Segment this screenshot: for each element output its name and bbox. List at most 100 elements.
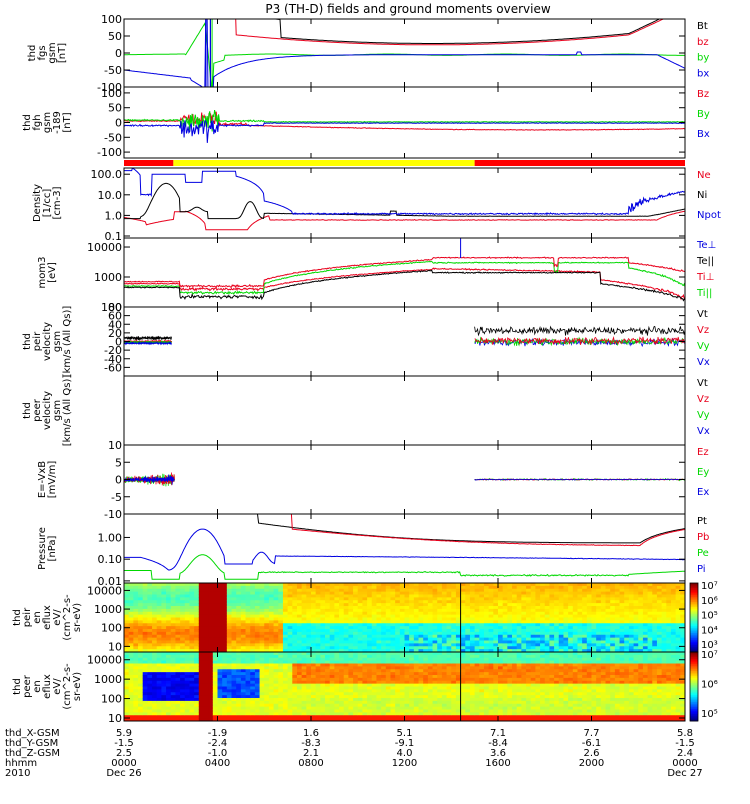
peir_spec-cell xyxy=(241,586,246,589)
peer_spec-cell xyxy=(362,715,367,718)
peir_spec-cell xyxy=(577,629,582,632)
peir_spec-cell xyxy=(372,620,377,623)
peir_spec-cell xyxy=(405,629,410,632)
peer_spec-cell xyxy=(250,704,255,707)
peir_spec-cell xyxy=(208,632,213,635)
peir_spec-cell xyxy=(395,615,400,618)
peir_spec-cell xyxy=(638,600,643,603)
peir_spec-cell xyxy=(129,641,134,644)
peer_spec-cell xyxy=(232,666,237,669)
peer_spec-cell xyxy=(414,707,419,710)
peir_spec-cell xyxy=(638,635,643,638)
peir_spec-cell xyxy=(339,635,344,638)
peir_spec-cell xyxy=(227,646,232,649)
peer_spec-cell xyxy=(437,698,442,701)
peir_spec-cell xyxy=(264,597,269,600)
peir_spec-cell xyxy=(236,609,241,612)
peir_spec-cell xyxy=(606,635,611,638)
peir_spec-cell xyxy=(213,597,218,600)
peer_spec-cell xyxy=(348,698,353,701)
peer_spec-cell xyxy=(194,687,199,690)
peer_spec-cell xyxy=(166,707,171,710)
peir_spec-cell xyxy=(484,603,489,606)
peer_spec-cell xyxy=(447,692,452,695)
peir_spec-cell xyxy=(554,618,559,621)
peir_spec-cell xyxy=(376,603,381,606)
peir_spec-cell xyxy=(386,643,391,646)
peer_spec-cell xyxy=(372,666,377,669)
peer_spec-cell xyxy=(376,669,381,672)
peer_spec-cell xyxy=(334,695,339,698)
peir_spec-cell xyxy=(587,638,592,641)
peer_spec-cell xyxy=(316,689,321,692)
peir_spec-cell xyxy=(400,620,405,623)
peir_spec-cell xyxy=(531,595,536,598)
peer_spec-cell xyxy=(470,664,475,667)
peir_spec-cell xyxy=(643,597,648,600)
peir_spec-cell xyxy=(419,623,424,626)
peir_spec-cell xyxy=(208,641,213,644)
peir_spec-cell xyxy=(601,623,606,626)
peer_spec-cell xyxy=(339,658,344,661)
peer_spec-cell xyxy=(302,695,307,698)
peer_spec-cell xyxy=(325,669,330,672)
peir_spec-cell xyxy=(344,595,349,598)
peer_spec-cell xyxy=(246,664,251,667)
peir_spec-cell xyxy=(451,632,456,635)
peir_spec-cell xyxy=(414,595,419,598)
peir_spec-cell xyxy=(297,615,302,618)
peir_spec-cell xyxy=(124,629,129,632)
peir_spec-cell xyxy=(414,592,419,595)
peir_spec-cell xyxy=(194,629,199,632)
peer_spec-cell xyxy=(175,672,180,675)
peer_spec-cell xyxy=(423,661,428,664)
peir_spec-cell xyxy=(297,603,302,606)
peer_spec-cell xyxy=(302,715,307,718)
peer_spec-cell xyxy=(400,684,405,687)
peir_spec-cell xyxy=(143,600,148,603)
peir_spec-cell xyxy=(152,638,157,641)
peer_spec-cell xyxy=(367,681,372,684)
peer_spec-cell xyxy=(507,661,512,664)
peer_spec-cell xyxy=(484,678,489,681)
peir_spec-cell xyxy=(610,609,615,612)
peer_spec-cell xyxy=(339,701,344,704)
peir_spec-cell xyxy=(390,632,395,635)
peir_spec-cell xyxy=(236,615,241,618)
peer_spec-cell xyxy=(232,678,237,681)
peir_spec-cell xyxy=(381,635,386,638)
peer_spec-cell xyxy=(372,664,377,667)
peer_spec-cell xyxy=(292,689,297,692)
peir_spec-cell xyxy=(582,646,587,649)
peer_spec-cell xyxy=(423,695,428,698)
peir_spec-cell xyxy=(610,623,615,626)
peir_spec-cell xyxy=(437,615,442,618)
peer_spec-cell xyxy=(166,666,171,669)
peir_spec-cell xyxy=(629,620,634,623)
peer_spec-cell xyxy=(339,687,344,690)
peir_spec-cell xyxy=(433,586,438,589)
peir_spec-cell xyxy=(620,623,625,626)
peir_spec-cell xyxy=(489,612,494,615)
peir_spec-cell xyxy=(133,626,138,629)
peir_spec-cell xyxy=(334,595,339,598)
peir_spec-cell xyxy=(461,646,466,649)
peir_spec-cell xyxy=(596,638,601,641)
peir_spec-cell xyxy=(531,641,536,644)
peir_spec-cell xyxy=(302,597,307,600)
peir_spec-cell xyxy=(526,646,531,649)
peer_spec-cell xyxy=(348,692,353,695)
peir_spec-cell xyxy=(330,597,335,600)
peer_spec-cell xyxy=(475,658,480,661)
peer_spec-cell xyxy=(358,655,363,658)
peer_spec-cell xyxy=(400,710,405,713)
peir_spec-cell xyxy=(610,597,615,600)
peer_spec-cell xyxy=(498,689,503,692)
peer_spec-cell xyxy=(166,658,171,661)
peir_spec-cell xyxy=(288,592,293,595)
peir_spec-cell xyxy=(381,641,386,644)
peer_spec-cell xyxy=(152,678,157,681)
peer_spec-cell xyxy=(493,712,498,715)
peer_spec-cell xyxy=(451,704,456,707)
peir_spec-cell xyxy=(601,595,606,598)
